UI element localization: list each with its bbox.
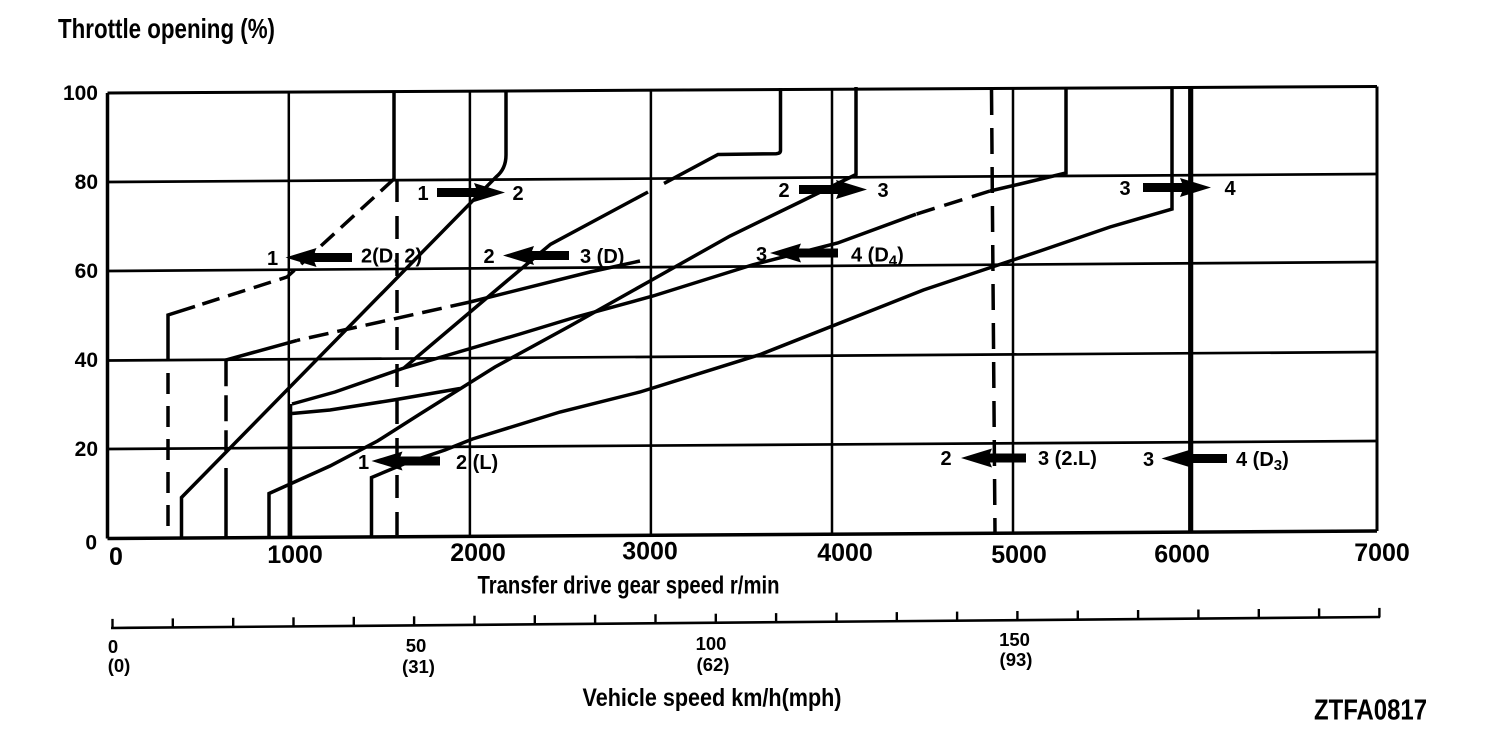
svg-text:1000: 1000 (267, 541, 323, 569)
svg-text:4: 4 (1224, 178, 1236, 200)
svg-text:100: 100 (696, 633, 727, 654)
svg-text:60: 60 (75, 260, 98, 283)
svg-text:100: 100 (63, 82, 98, 105)
svg-text:150: 150 (999, 629, 1030, 650)
svg-text:2000: 2000 (450, 539, 506, 567)
svg-text:3 (2.L): 3 (2.L) (1038, 448, 1097, 470)
svg-text:5000: 5000 (991, 541, 1047, 569)
svg-text:1: 1 (417, 183, 428, 205)
svg-text:3: 3 (877, 180, 888, 202)
svg-text:Throttle opening (%): Throttle opening (%) (58, 13, 275, 44)
svg-text:0: 0 (108, 636, 118, 657)
svg-text:2(D, 2): 2(D, 2) (361, 246, 422, 268)
svg-text:7000: 7000 (1354, 539, 1410, 567)
svg-text:0: 0 (109, 543, 123, 571)
svg-text:4000: 4000 (817, 539, 873, 567)
svg-text:80: 80 (75, 171, 98, 194)
svg-text:20: 20 (75, 438, 98, 461)
svg-text:1: 1 (358, 452, 369, 474)
svg-text:3000: 3000 (622, 538, 678, 566)
svg-text:3: 3 (1119, 178, 1130, 200)
svg-text:1: 1 (267, 248, 278, 270)
svg-text:40: 40 (75, 349, 98, 372)
svg-text:3 (D): 3 (D) (580, 246, 624, 268)
svg-text:3: 3 (756, 244, 767, 266)
svg-text:Transfer drive gear speed r/mi: Transfer drive gear speed r/min (478, 572, 780, 600)
svg-text:ZTFA0817: ZTFA0817 (1314, 695, 1427, 727)
svg-text:(31): (31) (402, 656, 435, 677)
svg-text:(62): (62) (697, 654, 730, 675)
svg-text:2 (L): 2 (L) (456, 452, 498, 474)
svg-text:0: 0 (85, 532, 97, 555)
svg-text:2: 2 (940, 448, 951, 470)
svg-text:50: 50 (406, 635, 427, 656)
svg-text:6000: 6000 (1154, 541, 1210, 569)
svg-text:(93): (93) (1000, 649, 1033, 670)
svg-text:2: 2 (512, 183, 523, 205)
svg-text:2: 2 (778, 180, 789, 202)
svg-text:2: 2 (483, 246, 494, 268)
svg-text:Vehicle speed km/h(mph): Vehicle speed km/h(mph) (583, 684, 842, 712)
svg-text:(0): (0) (108, 655, 131, 676)
svg-text:3: 3 (1143, 449, 1154, 471)
